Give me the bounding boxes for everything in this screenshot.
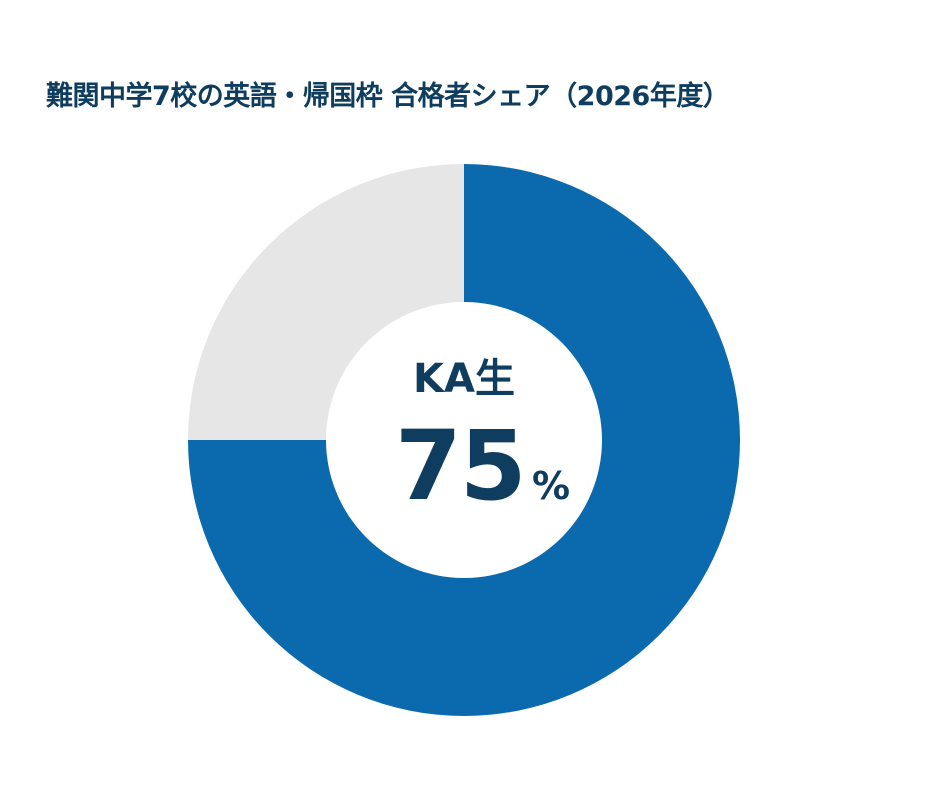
chart-title: 難関中学7校の英語・帰国枠 合格者シェア（2026年度） [46,81,730,112]
center-label: KA生 [413,356,515,402]
center-unit: % [532,464,571,508]
donut-slice-0 [188,164,740,716]
center-value: 75 [395,410,527,522]
donut-slice-1 [188,164,464,440]
